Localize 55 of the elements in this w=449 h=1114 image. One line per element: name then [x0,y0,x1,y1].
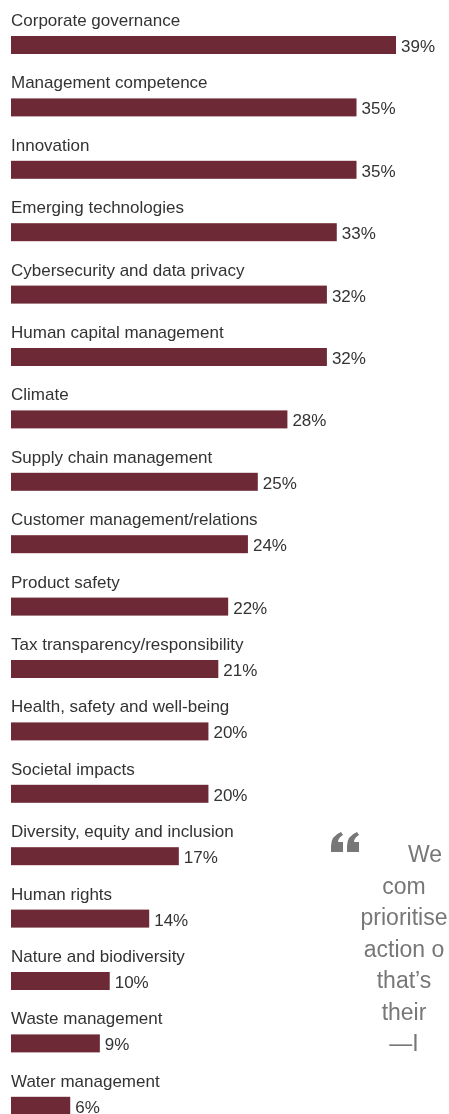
data-label: 22% [233,598,268,618]
y-tick-label: Diversity, equity and inclusion [11,822,234,842]
bar [11,535,248,554]
data-label: 32% [331,349,366,368]
data-label: 33% [341,224,376,244]
bar [11,1096,71,1114]
bar [11,98,357,117]
bar [11,36,396,54]
data-label: 28% [292,411,327,431]
y-tick-label: Tax transparency/responsibility [11,635,244,654]
bar [11,1034,100,1053]
data-label: 10% [114,973,149,992]
y-tick-label: Management competence [11,73,208,93]
y-tick-label: Climate [11,385,69,405]
bar [11,223,337,242]
y-tick-label: Human capital management [11,323,224,342]
data-label: 6% [75,1097,100,1114]
data-label: 35% [361,161,396,181]
y-tick-label: Nature and biodiversity [11,947,186,966]
bar [11,972,110,990]
bar [11,348,327,366]
y-tick-label: Societal impacts [11,759,135,779]
data-label: 24% [252,536,287,556]
bar [11,160,357,179]
data-label: 20% [213,723,248,743]
data-label: 39% [401,37,436,56]
bar [11,410,288,429]
y-tick-label: Product safety [11,572,121,592]
bar [11,847,179,866]
bar [11,722,209,741]
annotation: We com prioritise action o that’s their —I [360,841,448,1056]
data-label: 20% [213,785,248,805]
y-tick-label: Supply chain management [11,447,213,467]
data-label: 14% [154,910,189,930]
data-label: 35% [361,99,396,119]
y-tick-label: Customer management/relations [11,510,258,530]
bar [11,597,229,616]
y-tick-label: Human rights [11,884,113,904]
y-tick-label: Emerging technologies [11,198,184,218]
data-label: 21% [223,661,258,680]
y-tick-label: Cybersecurity and data privacy [11,260,245,280]
y-tick-label: Water management [11,1071,160,1091]
bar [11,784,209,803]
y-tick-label: Corporate governance [11,11,181,30]
y-tick-label: Health, safety and well-being [11,697,230,717]
data-label: 25% [262,473,297,493]
bar [11,660,219,678]
data-label: 9% [104,1035,130,1055]
y-tick-label: Waste management [11,1009,163,1029]
bar [11,472,258,491]
data-label: 32% [331,286,366,306]
y-tick-label: Innovation [11,135,90,155]
bar [11,285,327,304]
bar [11,909,150,928]
data-label: 17% [183,848,218,868]
